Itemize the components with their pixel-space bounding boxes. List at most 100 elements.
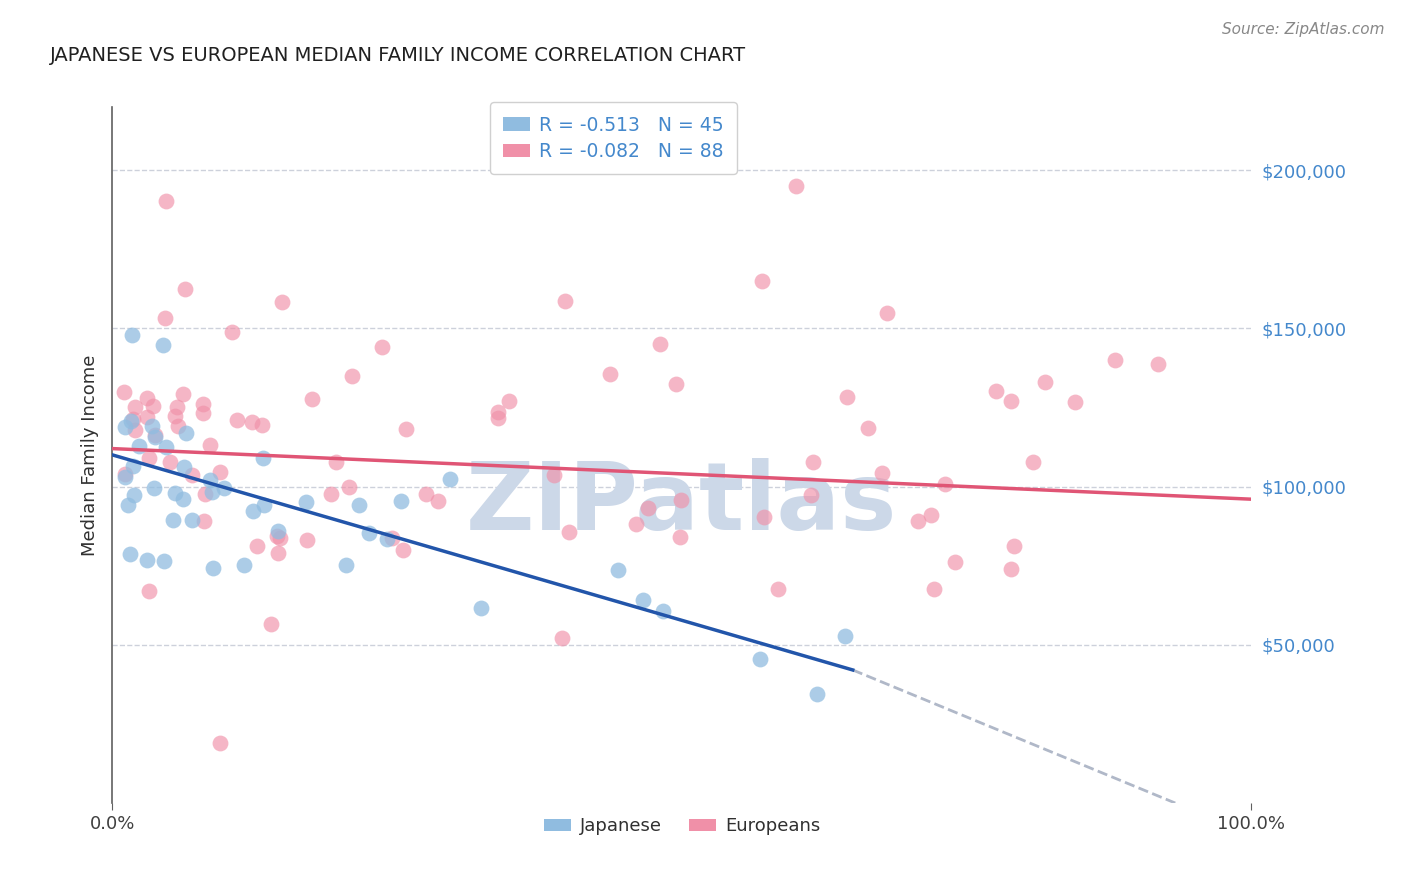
Point	[143, 428, 166, 442]
Point	[922, 582, 945, 597]
Point	[486, 405, 509, 419]
Point	[415, 487, 437, 501]
Text: Source: ZipAtlas.com: Source: ZipAtlas.com	[1222, 22, 1385, 37]
Point	[498, 394, 520, 409]
Point	[665, 377, 688, 392]
Point	[599, 367, 621, 381]
Point	[172, 492, 194, 507]
Point	[194, 487, 217, 501]
Y-axis label: Median Family Income: Median Family Income	[80, 354, 98, 556]
Point	[870, 466, 893, 480]
Point	[191, 406, 214, 420]
Point	[135, 409, 157, 424]
Point	[118, 547, 141, 561]
Point	[1022, 455, 1045, 469]
Point	[637, 500, 659, 515]
Point	[669, 530, 692, 544]
Point	[124, 423, 146, 437]
Point	[295, 494, 318, 508]
Point	[114, 470, 136, 484]
Point	[242, 503, 264, 517]
Point	[426, 494, 449, 508]
Point	[252, 418, 274, 433]
Point	[335, 558, 357, 572]
Point	[943, 555, 966, 569]
Point	[1000, 562, 1022, 576]
Point	[153, 554, 176, 568]
Text: JAPANESE VS EUROPEAN MEDIAN FAMILY INCOME CORRELATION CHART: JAPANESE VS EUROPEAN MEDIAN FAMILY INCOM…	[49, 46, 747, 65]
Point	[152, 338, 174, 352]
Point	[162, 513, 184, 527]
Point	[270, 294, 292, 309]
Point	[439, 472, 461, 486]
Point	[800, 488, 823, 502]
Point	[1035, 376, 1057, 390]
Point	[340, 368, 363, 383]
Point	[907, 514, 929, 528]
Point	[121, 459, 143, 474]
Point	[221, 325, 243, 339]
Point	[1002, 539, 1025, 553]
Point	[806, 687, 828, 701]
Point	[124, 401, 146, 415]
Point	[266, 529, 288, 543]
Point	[155, 311, 177, 326]
Point	[551, 632, 574, 646]
Point	[201, 561, 224, 575]
Point	[785, 179, 807, 194]
Point	[167, 419, 190, 434]
Point	[652, 604, 675, 618]
Point	[209, 465, 232, 479]
Point	[624, 516, 647, 531]
Point	[1147, 357, 1170, 371]
Point	[232, 558, 254, 573]
Point	[117, 499, 139, 513]
Point	[240, 415, 263, 429]
Point	[269, 531, 291, 545]
Point	[876, 305, 898, 319]
Point	[173, 459, 195, 474]
Point	[226, 413, 249, 427]
Point	[486, 411, 509, 425]
Point	[337, 480, 360, 494]
Point	[1064, 394, 1087, 409]
Point	[145, 430, 167, 444]
Point	[347, 498, 370, 512]
Point	[558, 524, 581, 539]
Point	[172, 386, 194, 401]
Point	[121, 327, 143, 342]
Point	[267, 545, 290, 559]
Point	[143, 481, 166, 495]
Point	[392, 542, 415, 557]
Point	[114, 420, 136, 434]
Point	[325, 454, 347, 468]
Point	[120, 413, 142, 427]
Point	[122, 412, 145, 426]
Point	[801, 455, 824, 469]
Point	[114, 467, 136, 481]
Point	[301, 392, 323, 406]
Point	[246, 539, 269, 553]
Point	[554, 293, 576, 308]
Point	[214, 481, 236, 495]
Point	[191, 397, 214, 411]
Point	[138, 450, 160, 465]
Point	[159, 455, 181, 469]
Point	[136, 553, 159, 567]
Point	[180, 467, 202, 482]
Point	[834, 629, 856, 643]
Point	[751, 274, 773, 288]
Text: ZIPatlas: ZIPatlas	[467, 458, 897, 549]
Point	[920, 508, 942, 523]
Point	[165, 409, 187, 423]
Point	[181, 513, 204, 527]
Point	[359, 526, 381, 541]
Point	[253, 498, 276, 512]
Point	[1104, 353, 1126, 368]
Point	[141, 418, 163, 433]
Point	[766, 582, 789, 596]
Point	[1000, 393, 1022, 408]
Point	[752, 509, 775, 524]
Point	[124, 488, 146, 502]
Point	[135, 391, 157, 405]
